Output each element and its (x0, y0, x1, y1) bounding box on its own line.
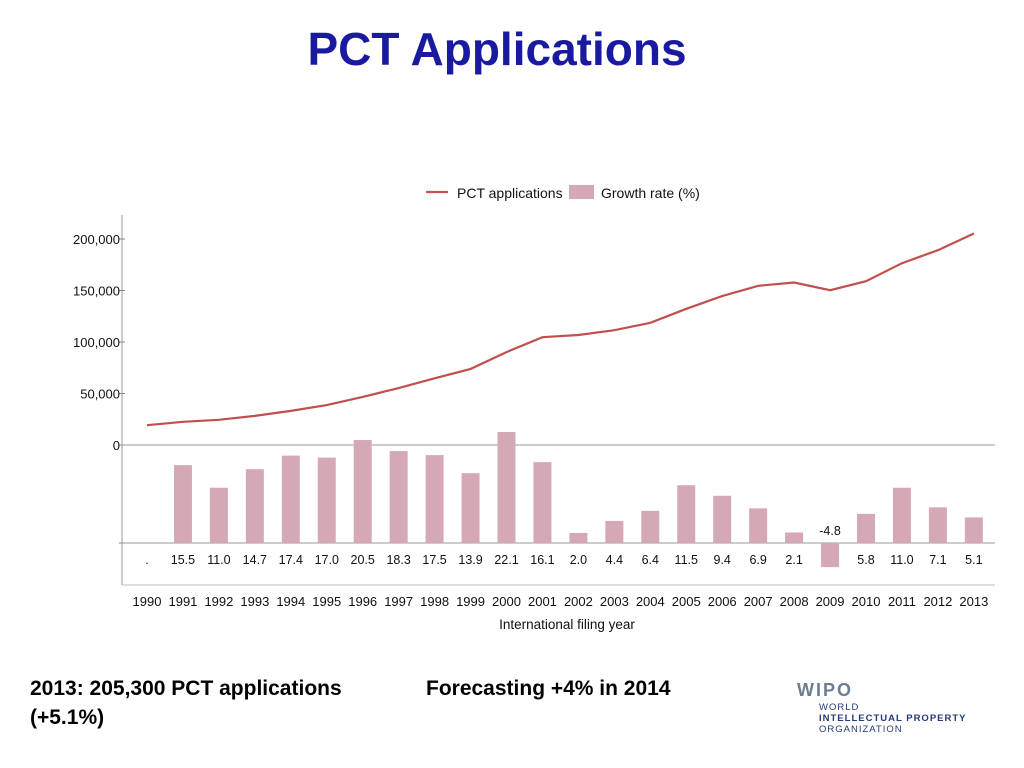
year-label: 1990 (133, 594, 162, 609)
y-tick-label: 100,000 (73, 335, 120, 350)
wipo-logo: WIPO WORLD INTELLECTUAL PROPERTY ORGANIZ… (797, 680, 997, 736)
growth-label: -4.8 (819, 524, 841, 538)
growth-label: 6.9 (749, 553, 766, 567)
growth-bar (713, 495, 732, 543)
chart-labels: . 15.5 11.0 14.7 17.4 17.0 20.5 18.3 17.5 13.9 22.… (133, 524, 989, 632)
applications-line-path (146, 232, 975, 427)
legend-label-applications: PCT applications (457, 185, 563, 201)
year-label: 1996 (348, 594, 377, 609)
growth-bar (173, 465, 192, 543)
applications-line (146, 232, 975, 427)
growth-bar (389, 451, 408, 543)
growth-label: 9.4 (714, 553, 731, 567)
year-label: 2012 (923, 594, 952, 609)
growth-bar (892, 487, 911, 543)
year-label: 1993 (240, 594, 269, 609)
growth-label: 17.0 (315, 553, 339, 567)
growth-label: 4.4 (606, 553, 623, 567)
growth-bar (641, 510, 660, 543)
growth-label: 11.5 (675, 553, 698, 567)
chart-axes: 200,000 150,000 100,000 50,000 0 (73, 215, 995, 586)
chart-legend: PCT applications Growth rate (%) (426, 185, 700, 201)
wipo-line-2: INTELLECTUAL PROPERTY (819, 713, 967, 724)
year-label: 1992 (204, 594, 233, 609)
growth-label: 17.4 (279, 553, 303, 567)
growth-label: 11.0 (207, 553, 230, 567)
year-label: 1995 (312, 594, 341, 609)
growth-label: 7.1 (929, 553, 946, 567)
legend-label-growth: Growth rate (%) (601, 185, 700, 201)
growth-label: 13.9 (458, 553, 482, 567)
year-label: 2003 (600, 594, 629, 609)
year-label: 2005 (672, 594, 701, 609)
growth-bar (749, 508, 768, 543)
growth-label: 2.0 (570, 553, 587, 567)
growth-bar (497, 432, 516, 543)
y-tick-label: 0 (113, 438, 120, 453)
growth-label: 14.7 (243, 553, 267, 567)
growth-bar (317, 457, 336, 543)
wipo-acronym: WIPO (797, 680, 853, 700)
year-label: 2002 (564, 594, 593, 609)
wipo-line-3: ORGANIZATION (819, 724, 903, 735)
growth-bar (964, 517, 983, 543)
growth-bar (677, 485, 696, 543)
growth-label: 2.1 (785, 553, 802, 567)
year-label: 1999 (456, 594, 485, 609)
slide-title: PCT Applications (307, 23, 687, 75)
year-label: 2010 (852, 594, 881, 609)
year-label: 2013 (959, 594, 988, 609)
summary-note: 2013: 205,300 PCT applications (+5.1%) (30, 677, 342, 729)
growth-bar (245, 469, 264, 543)
growth-bar (461, 473, 480, 543)
growth-bar (533, 462, 552, 543)
year-label: 2009 (816, 594, 845, 609)
year-label: 2008 (780, 594, 809, 609)
year-label: 1998 (420, 594, 449, 609)
year-label: 2001 (528, 594, 557, 609)
year-label: 1991 (168, 594, 197, 609)
growth-bar (569, 532, 588, 543)
y-tick-label: 150,000 (73, 284, 120, 299)
growth-label: 5.1 (965, 553, 982, 567)
year-label: 2006 (708, 594, 737, 609)
x-axis-title: International filing year (499, 617, 635, 632)
year-label: 2011 (888, 594, 916, 609)
growth-label: 6.4 (642, 553, 659, 567)
growth-label: 5.8 (857, 553, 874, 567)
growth-bar (605, 520, 624, 543)
growth-bar (353, 440, 372, 543)
growth-label: 11.0 (890, 553, 913, 567)
wipo-line-1: WORLD (819, 702, 860, 713)
growth-bars (173, 432, 983, 568)
year-label: 1994 (276, 594, 305, 609)
growth-bar (821, 543, 840, 568)
growth-bar (857, 513, 875, 543)
growth-bar (928, 507, 947, 543)
growth-label: . (145, 553, 148, 567)
y-tick-label: 200,000 (73, 232, 120, 247)
growth-label: 15.5 (171, 553, 195, 567)
growth-bar (209, 487, 228, 543)
growth-label: 18.3 (386, 553, 410, 567)
year-label: 2007 (744, 594, 773, 609)
year-label: 1997 (384, 594, 413, 609)
growth-label: 17.5 (422, 553, 446, 567)
growth-label: 20.5 (351, 553, 375, 567)
growth-bar (281, 455, 300, 543)
growth-bar (785, 532, 804, 543)
growth-bar (425, 455, 444, 543)
y-tick-label: 50,000 (80, 387, 120, 402)
growth-label: 22.1 (494, 553, 518, 567)
year-label: 2004 (636, 594, 665, 609)
year-label: 2000 (492, 594, 521, 609)
forecast-note: Forecasting +4% in 2014 (426, 677, 671, 700)
legend-bar-swatch (569, 185, 594, 199)
growth-label: 16.1 (530, 553, 554, 567)
